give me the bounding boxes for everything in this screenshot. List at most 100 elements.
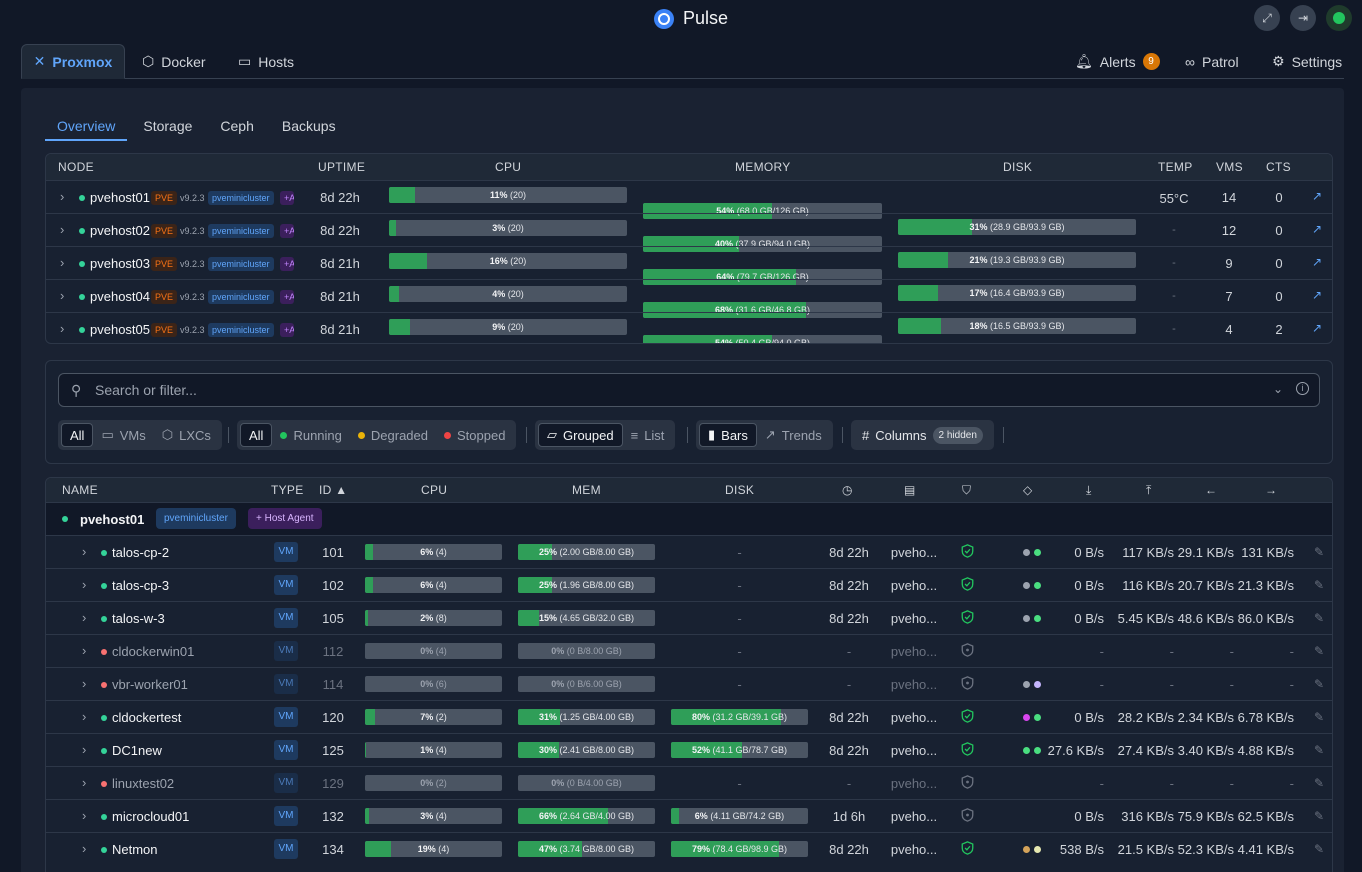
col-memory[interactable]: MEMORY [735,160,791,174]
filter-status-degraded[interactable]: Degraded [350,423,436,447]
col-uptime[interactable]: UPTIME [318,160,366,174]
chevron-right-icon[interactable]: › [82,742,87,757]
node-name[interactable]: pvehost05 [90,322,150,337]
chevron-right-icon[interactable]: › [82,709,87,724]
tab-backups[interactable]: Backups [281,118,336,134]
guest-name[interactable]: talos-w-3 [112,611,165,626]
tag-dot-icon[interactable] [1023,582,1030,589]
search-input[interactable] [95,380,1245,400]
disk-write-icon[interactable]: ⤒ [1146,483,1152,497]
tag-dot-icon[interactable] [1023,846,1030,853]
guest-row[interactable]: › linuxtest02 VM 129 0% (2) 0% (0 B/4.00 GB) -… [46,766,1332,799]
chevron-right-icon[interactable]: › [60,255,65,270]
net-in-icon[interactable]: ← [1205,483,1218,497]
tag-dot-icon[interactable] [1034,549,1041,556]
guest-row[interactable]: › talos-w-3 VM 105 2% (8) 15% (4.65 GB/32.0 G… [46,601,1332,634]
logout-icon[interactable]: ⇥ [1290,5,1316,31]
chevron-right-icon[interactable]: › [82,775,87,790]
col-temp[interactable]: TEMP [1158,160,1193,174]
chevron-right-icon[interactable]: › [82,544,87,559]
chevron-right-icon[interactable]: › [82,577,87,592]
guest-row[interactable]: › cldockertest VM 120 7% (2) 31% (1.25 GB/4.0… [46,700,1332,733]
tab-storage[interactable]: Storage [143,118,193,134]
filter-status-all[interactable]: All [240,423,273,447]
chevron-right-icon[interactable]: › [60,321,65,336]
chevron-right-icon[interactable]: › [60,288,65,303]
edit-pencil-icon[interactable]: ✎ [1314,809,1325,823]
edit-pencil-icon[interactable]: ✎ [1314,776,1325,790]
chevron-right-icon[interactable]: › [60,222,65,237]
tag-dot-icon[interactable] [1034,615,1041,622]
view-list-button[interactable]: ≡ List [630,427,665,443]
chevron-right-icon[interactable]: › [82,676,87,691]
view-grouped-button[interactable]: ▱ Grouped [538,423,623,447]
col-cts[interactable]: CTS [1266,160,1291,174]
chevron-right-icon[interactable]: › [82,841,87,856]
guest-row[interactable]: › DC1new VM 125 1% (4) 30% (2.41 GB/8.00 GB) 5… [46,733,1332,766]
filter-type-lxcs[interactable]: ⬡ LXCs [161,427,211,443]
chevron-right-icon[interactable]: › [82,808,87,823]
node-name[interactable]: pvehost04 [90,289,150,304]
node-name[interactable]: pvehost01 [90,190,150,205]
tag-dot-icon[interactable] [1023,714,1030,721]
edit-pencil-icon[interactable]: ✎ [1314,644,1325,658]
host-group-row[interactable]: pvehost01 pveminicluster + Host Agent [46,502,1332,535]
filter-type-all[interactable]: All [61,423,94,447]
tab-proxmox[interactable]: ✕ Proxmox [21,44,125,79]
guest-name[interactable]: linuxtest02 [112,776,175,791]
edit-pencil-icon[interactable]: ✎ [1314,842,1325,856]
tag-dot-icon[interactable] [1034,846,1041,853]
patrol-button[interactable]: ∞ Patrol [1185,53,1239,70]
edit-pencil-icon[interactable]: ✎ [1314,677,1325,691]
col-id[interactable]: ID ▲ [319,483,348,497]
col-disk[interactable]: DISK [725,483,755,497]
col-vms[interactable]: VMS [1216,160,1243,174]
guest-name[interactable]: talos-cp-2 [112,545,170,560]
tag-dot-icon[interactable] [1034,714,1041,721]
edit-pencil-icon[interactable]: ✎ [1314,611,1325,625]
uptime-clock-icon[interactable]: ◷ [842,483,853,497]
net-out-icon[interactable]: → [1265,483,1278,497]
external-link-icon[interactable]: ↗ [1312,189,1323,203]
col-node[interactable]: NODE [58,160,94,174]
backup-shield-icon[interactable]: ⛉ [962,483,972,497]
tag-dot-icon[interactable] [1023,747,1030,754]
chevron-down-icon[interactable]: ⌄ [1272,382,1283,396]
guest-row[interactable]: › Netmon VM 134 19% (4) 47% (3.74 GB/8.00 GB)… [46,832,1332,865]
guest-row[interactable]: › talos-cp-2 VM 101 6% (4) 25% (2.00 GB/8.00 … [46,535,1332,568]
edit-pencil-icon[interactable]: ✎ [1314,578,1325,592]
edit-pencil-icon[interactable]: ✎ [1314,545,1325,559]
external-link-icon[interactable]: ↗ [1312,222,1323,236]
tab-overview[interactable]: Overview [45,118,128,141]
tag-dot-icon[interactable] [1023,615,1030,622]
node-server-icon[interactable]: ▤ [904,483,916,497]
guest-name[interactable]: cldockertest [112,710,182,725]
guest-row[interactable]: › vbr-worker01 VM 114 0% (6) 0% (0 B/6.00 GB)… [46,667,1332,700]
external-link-icon[interactable]: ↗ [1312,288,1323,302]
chevron-right-icon[interactable]: › [82,610,87,625]
tab-docker[interactable]: ⬡ Docker [142,53,206,70]
expand-icon[interactable]: ⤢ [1254,5,1280,31]
col-mem[interactable]: MEM [572,483,601,497]
guest-name[interactable]: talos-cp-3 [112,578,170,593]
alerts-button[interactable]: 🔔︎ Alerts 9 [1075,44,1160,79]
tag-dot-icon[interactable] [1023,681,1030,688]
filter-type-vms[interactable]: ▭ VMs [101,427,146,443]
node-name[interactable]: pvehost03 [90,256,150,271]
columns-button[interactable]: # Columns 2 hidden [851,420,994,450]
filter-status-running[interactable]: Running [272,423,349,447]
mode-trends-button[interactable]: ↗ Trends [764,427,822,443]
tab-ceph[interactable]: Ceph [220,118,254,134]
chevron-right-icon[interactable]: › [82,643,87,658]
tag-dot-icon[interactable] [1034,681,1041,688]
info-icon[interactable]: i [1296,382,1309,395]
tag-dot-icon[interactable] [1023,549,1030,556]
external-link-icon[interactable]: ↗ [1312,255,1323,269]
tags-icon[interactable]: ◇ [1023,483,1033,497]
guest-row[interactable]: › microcloud01 VM 132 3% (4) 66% (2.64 GB/4.0… [46,799,1332,832]
